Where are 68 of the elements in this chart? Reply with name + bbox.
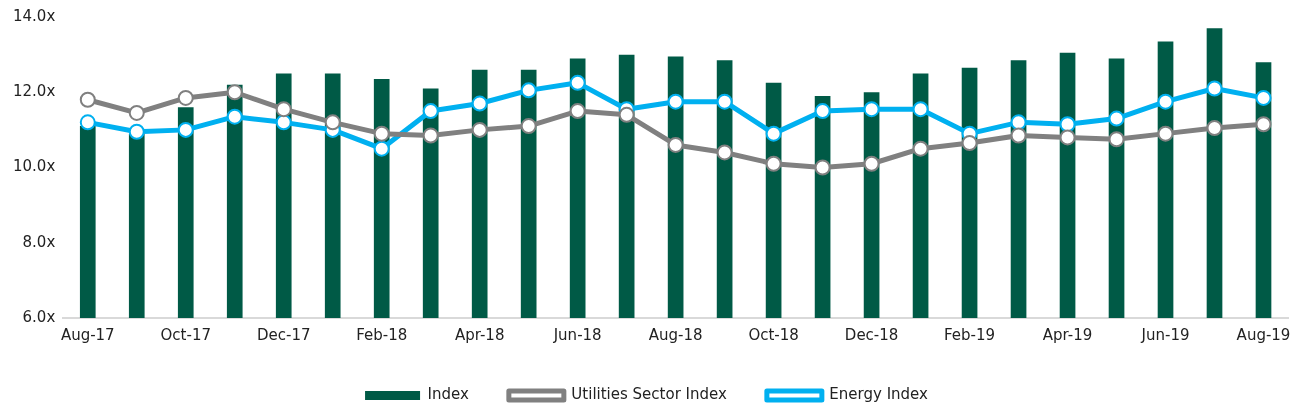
- x-tick-label: Feb-19: [944, 325, 996, 344]
- point: [520, 118, 537, 135]
- point: [1059, 129, 1076, 146]
- x-tick-label: Dec-17: [256, 325, 311, 344]
- point: [765, 125, 782, 142]
- y-tick-label: 12.0x: [12, 82, 56, 101]
- point: [422, 103, 439, 120]
- point: [1010, 127, 1027, 144]
- y-tick-label: 14.0x: [12, 6, 56, 25]
- point: [765, 155, 782, 172]
- point: [1255, 116, 1272, 133]
- point: [912, 140, 929, 157]
- x-tick-label: Feb-18: [356, 325, 408, 344]
- point: [275, 101, 292, 118]
- point: [1206, 119, 1223, 136]
- y-tick-label: 6.0x: [22, 307, 56, 326]
- point: [1059, 116, 1076, 133]
- point: [373, 140, 390, 157]
- point: [618, 106, 635, 123]
- x-tick-label: Oct-17: [160, 325, 211, 344]
- point: [667, 136, 684, 153]
- point: [569, 103, 586, 120]
- x-tick-label: Apr-18: [454, 325, 505, 344]
- point: [569, 74, 586, 91]
- point: [716, 93, 733, 110]
- x-tick-label: Aug-18: [648, 325, 703, 344]
- point: [912, 101, 929, 118]
- point: [1157, 93, 1174, 110]
- point: [79, 114, 96, 131]
- point: [667, 93, 684, 110]
- x-tick-label: Oct-18: [748, 325, 799, 344]
- point: [471, 121, 488, 138]
- point: [471, 95, 488, 112]
- point: [1255, 89, 1272, 106]
- point: [226, 108, 243, 125]
- point: [961, 135, 978, 152]
- legend-label: Index: [427, 385, 469, 404]
- point: [128, 104, 145, 121]
- point: [863, 101, 880, 118]
- point: [1010, 114, 1027, 131]
- point: [324, 114, 341, 131]
- point: [814, 159, 831, 176]
- x-tick-label: Apr-19: [1042, 325, 1093, 344]
- x-tick-label: Jun-19: [1140, 325, 1190, 344]
- point: [422, 127, 439, 144]
- point: [1108, 110, 1125, 127]
- point: [177, 89, 194, 106]
- point: [1157, 125, 1174, 142]
- point: [716, 144, 733, 161]
- point: [79, 91, 96, 108]
- x-tick-label: Aug-19: [1236, 325, 1291, 344]
- point: [128, 123, 145, 140]
- point: [863, 155, 880, 172]
- point: [226, 84, 243, 101]
- x-tick-label: Jun-18: [552, 325, 602, 344]
- point: [275, 114, 292, 131]
- point: [1108, 131, 1125, 148]
- point: [177, 121, 194, 138]
- legend-label: Utilities Sector Index: [571, 385, 727, 404]
- point: [373, 125, 390, 142]
- y-tick-label: 10.0x: [12, 157, 56, 176]
- legend-label: Energy Index: [829, 385, 929, 404]
- x-tick-label: Aug-17: [60, 325, 115, 344]
- point: [814, 103, 831, 120]
- point: [1206, 80, 1223, 97]
- y-tick-label: 8.0x: [22, 232, 56, 251]
- x-tick-label: Dec-18: [844, 325, 899, 344]
- point: [520, 82, 537, 99]
